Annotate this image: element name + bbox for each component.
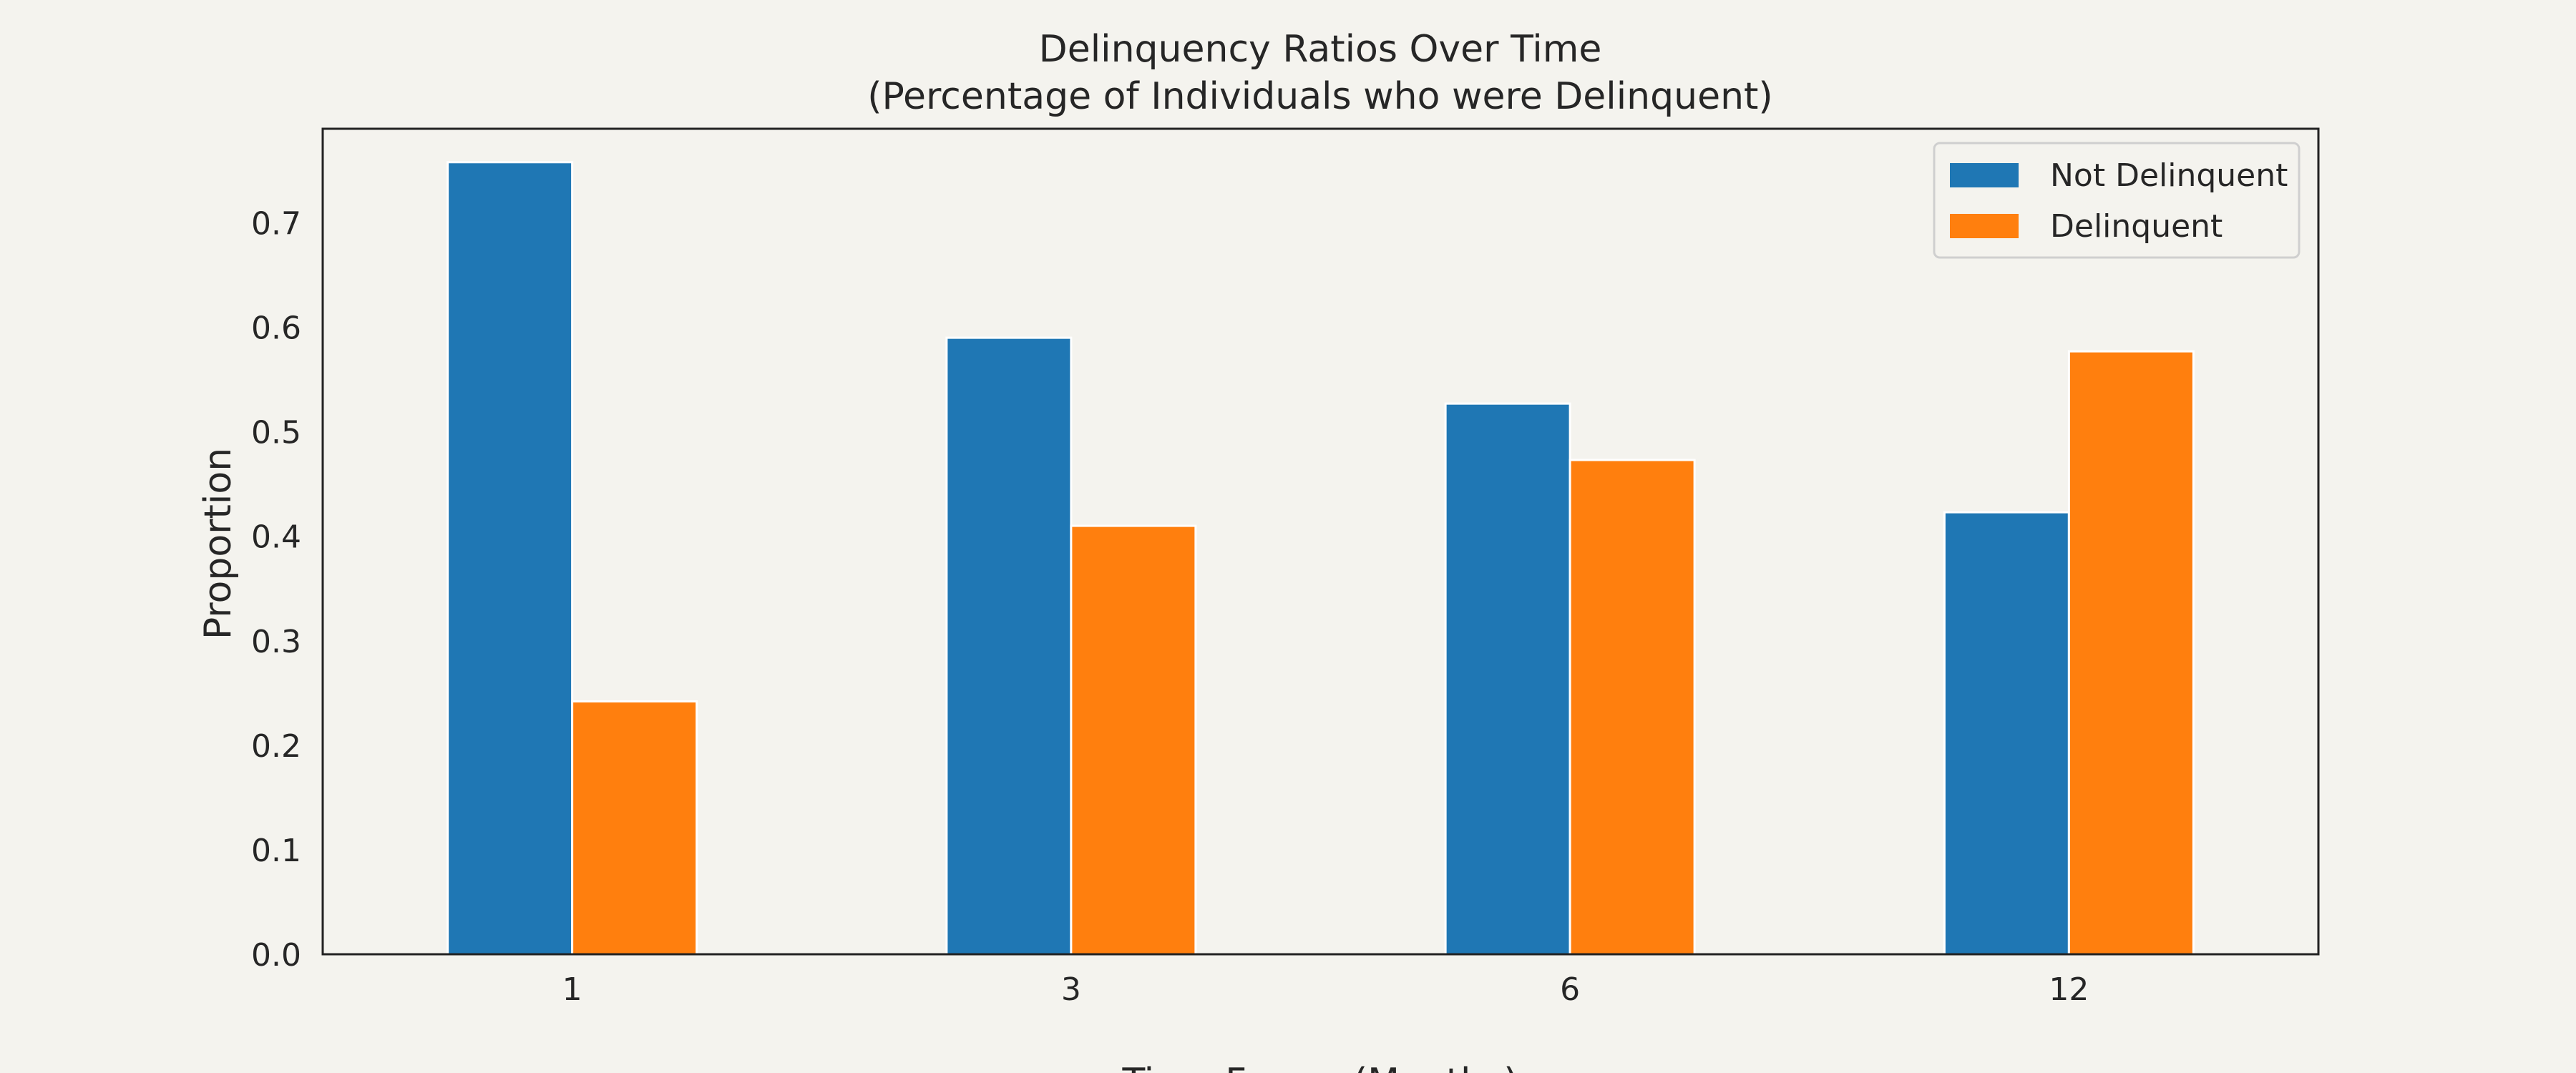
legend-label-delinquent: Delinquent xyxy=(2050,208,2223,245)
bar-not-delinquent-3 xyxy=(945,336,1073,956)
x-tick-label-6: 6 xyxy=(1560,971,1580,1008)
y-axis-ticks: 0.0 0.1 0.2 0.3 0.4 0.5 0.6 0.7 xyxy=(251,205,301,974)
legend-swatch-delinquent xyxy=(1950,214,2019,238)
y-tick-label-0-7: 0.7 xyxy=(251,205,301,242)
y-axis-label: Proportion xyxy=(197,448,240,640)
y-tick-label-0-6: 0.6 xyxy=(251,310,301,347)
bar-not-delinquent-6 xyxy=(1444,402,1571,956)
x-tick-label-12: 12 xyxy=(2049,971,2089,1008)
y-tick-label-0-4: 0.4 xyxy=(251,519,301,556)
bar-delinquent-1 xyxy=(571,700,698,956)
y-tick-label-0-3: 0.3 xyxy=(251,624,301,660)
bars-group xyxy=(447,161,2195,956)
x-tick-label-1: 1 xyxy=(562,971,582,1008)
plot-frame xyxy=(321,127,2320,956)
bar-delinquent-3 xyxy=(1070,524,1197,956)
legend-box xyxy=(1933,142,2301,259)
chart-title: Delinquency Ratios Over Time xyxy=(1039,28,1602,71)
y-tick-label-0-0: 0.0 xyxy=(251,937,301,974)
legend-label-not-delinquent: Not Delinquent xyxy=(2050,157,2288,194)
x-tick-label-3: 3 xyxy=(1061,971,1081,1008)
x-axis-label: Time Frame (Months) xyxy=(1122,1061,1518,1073)
chart-subtitle: (Percentage of Individuals who were Deli… xyxy=(867,75,1772,118)
legend-swatch-not-delinquent xyxy=(1950,163,2019,187)
bar-not-delinquent-1 xyxy=(447,161,574,956)
bar-delinquent-6 xyxy=(1568,459,1696,956)
bar-not-delinquent-12 xyxy=(1943,511,2070,956)
bar-delinquent-12 xyxy=(2067,350,2195,956)
y-tick-label-0-2: 0.2 xyxy=(251,728,301,765)
x-axis-ticks: 1 3 6 12 xyxy=(562,971,2089,1008)
y-tick-label-0-1: 0.1 xyxy=(251,833,301,869)
legend: Not Delinquent Delinquent xyxy=(1933,142,2301,259)
y-tick-label-0-5: 0.5 xyxy=(251,415,301,451)
